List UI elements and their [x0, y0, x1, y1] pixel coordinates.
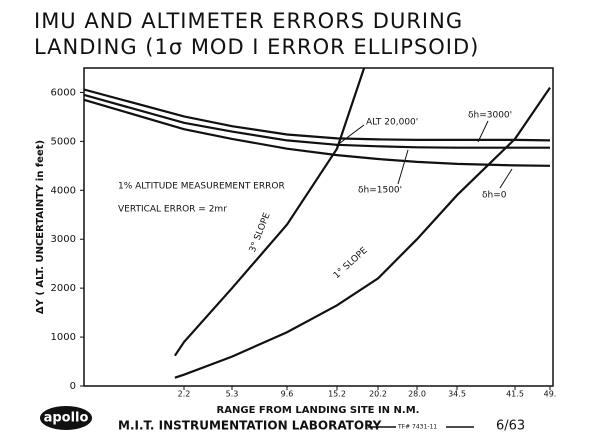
x-tick-label: 41.5 — [506, 390, 524, 399]
annotation-arrow — [477, 120, 489, 143]
series-label: 1° SLOPE — [332, 246, 370, 282]
series-line — [84, 88, 551, 142]
annotation: VERTICAL ERROR = 2mr — [118, 205, 227, 215]
y-tick-label: 3000 — [51, 234, 76, 245]
series-label: 3° SLOPE — [248, 211, 273, 254]
chart-subtitle: LANDING (1σ MOD I ERROR ELLIPSOID) — [34, 35, 479, 59]
annotation-arrow — [335, 124, 365, 147]
y-tick-label: 1000 — [51, 332, 76, 343]
footer-code: TF# 7431-11 — [397, 424, 437, 431]
plot-frame — [83, 67, 554, 387]
series-line — [84, 93, 550, 149]
y-tick-label: 4000 — [51, 185, 76, 196]
series-label: δh=1500' — [358, 186, 402, 196]
x-tick-label: 34.5 — [448, 390, 466, 399]
y-tick-label: 2000 — [51, 283, 76, 294]
annotation: ALT 20,000' — [366, 118, 418, 128]
series-label: δh=0 — [482, 191, 507, 201]
series-label: δh=3000' — [468, 111, 512, 121]
x-tick-label: 20.2 — [369, 390, 387, 399]
y-tick-label: 6000 — [51, 87, 76, 98]
y-tick-label: 5000 — [51, 136, 76, 147]
x-tick-label: 2.2 — [178, 390, 191, 399]
y-tick-label: 0 — [70, 381, 76, 392]
x-tick-label: 5.3 — [226, 390, 239, 399]
x-tick-label: 9.6 — [281, 390, 294, 399]
chart-title: IMU AND ALTIMETER ERRORS DURING — [34, 9, 463, 33]
annotation-arrow — [499, 168, 513, 189]
series-line — [173, 68, 366, 357]
footer-lab: M.I.T. INSTRUMENTATION LABORATORY — [118, 419, 382, 433]
logo-text: apollo — [44, 411, 89, 426]
x-tick-label: 49. — [544, 390, 557, 399]
x-tick-label: 28.0 — [408, 390, 426, 399]
annotation-arrow — [397, 149, 409, 185]
logo — [40, 406, 92, 430]
y-axis-label: ΔY ( ALT. UNCERTAINTY in feet) — [35, 140, 46, 314]
x-axis-label: RANGE FROM LANDING SITE IN N.M. — [217, 405, 420, 416]
annotation: 1% ALTITUDE MEASUREMENT ERROR — [118, 182, 285, 192]
x-tick-label: 15.2 — [328, 390, 346, 399]
series-line — [84, 98, 551, 167]
series-line — [174, 86, 551, 379]
footer-date: 6/63 — [496, 419, 525, 434]
